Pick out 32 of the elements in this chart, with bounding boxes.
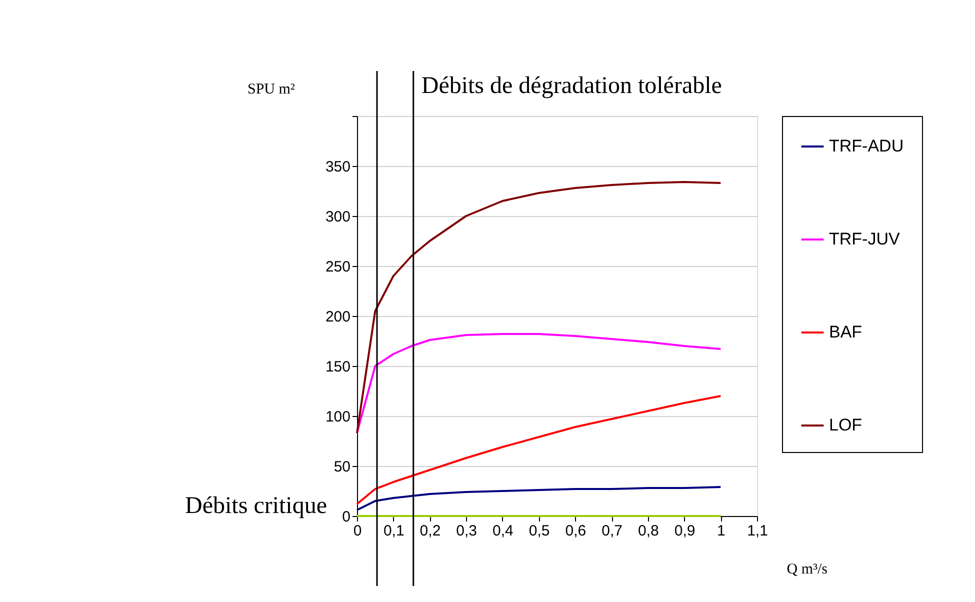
y-tick-label: 100 — [325, 408, 350, 426]
x-tick-label: 0,5 — [528, 522, 550, 540]
legend-label: TRF-JUV — [829, 230, 900, 248]
legend-label: LOF — [829, 416, 862, 434]
y-tick-label: 150 — [325, 358, 350, 376]
y-tick-label: 50 — [334, 458, 350, 476]
legend-label: TRF-ADU — [829, 136, 904, 156]
legend-label: BAF — [829, 322, 862, 342]
ref-line-label: Débits de dégradation tolérable — [421, 73, 722, 99]
x-axis-title: Q m³/s — [786, 562, 828, 578]
y-tick-label: 0 — [342, 508, 350, 526]
x-tick-label: 1 — [716, 522, 726, 540]
x-tick-label: 0 — [353, 522, 362, 540]
x-tick-label: 0,2 — [420, 522, 441, 540]
y-tick-label: 200 — [325, 308, 350, 326]
x-tick-label: 0,8 — [638, 522, 659, 540]
ref-line-label: Débits critique — [185, 493, 327, 519]
x-tick-label: 0,1 — [383, 522, 404, 540]
x-tick-label: 0,7 — [602, 522, 622, 540]
x-tick-label: 0,4 — [492, 522, 514, 540]
line-series — [356, 333, 722, 434]
x-tick-label: 0,6 — [565, 522, 586, 540]
x-tick-label: 1,1 — [747, 522, 768, 540]
y-tick-label: 350 — [325, 158, 350, 176]
line-series — [356, 486, 722, 511]
y-axis-title: SPU m² — [248, 82, 296, 98]
line-series — [356, 395, 722, 505]
x-tick-label: 0,9 — [674, 522, 696, 540]
y-tick-label: 300 — [325, 208, 350, 226]
x-tick-label: 0,3 — [456, 522, 478, 540]
y-tick-label: 250 — [325, 258, 350, 276]
line-series — [356, 181, 722, 434]
